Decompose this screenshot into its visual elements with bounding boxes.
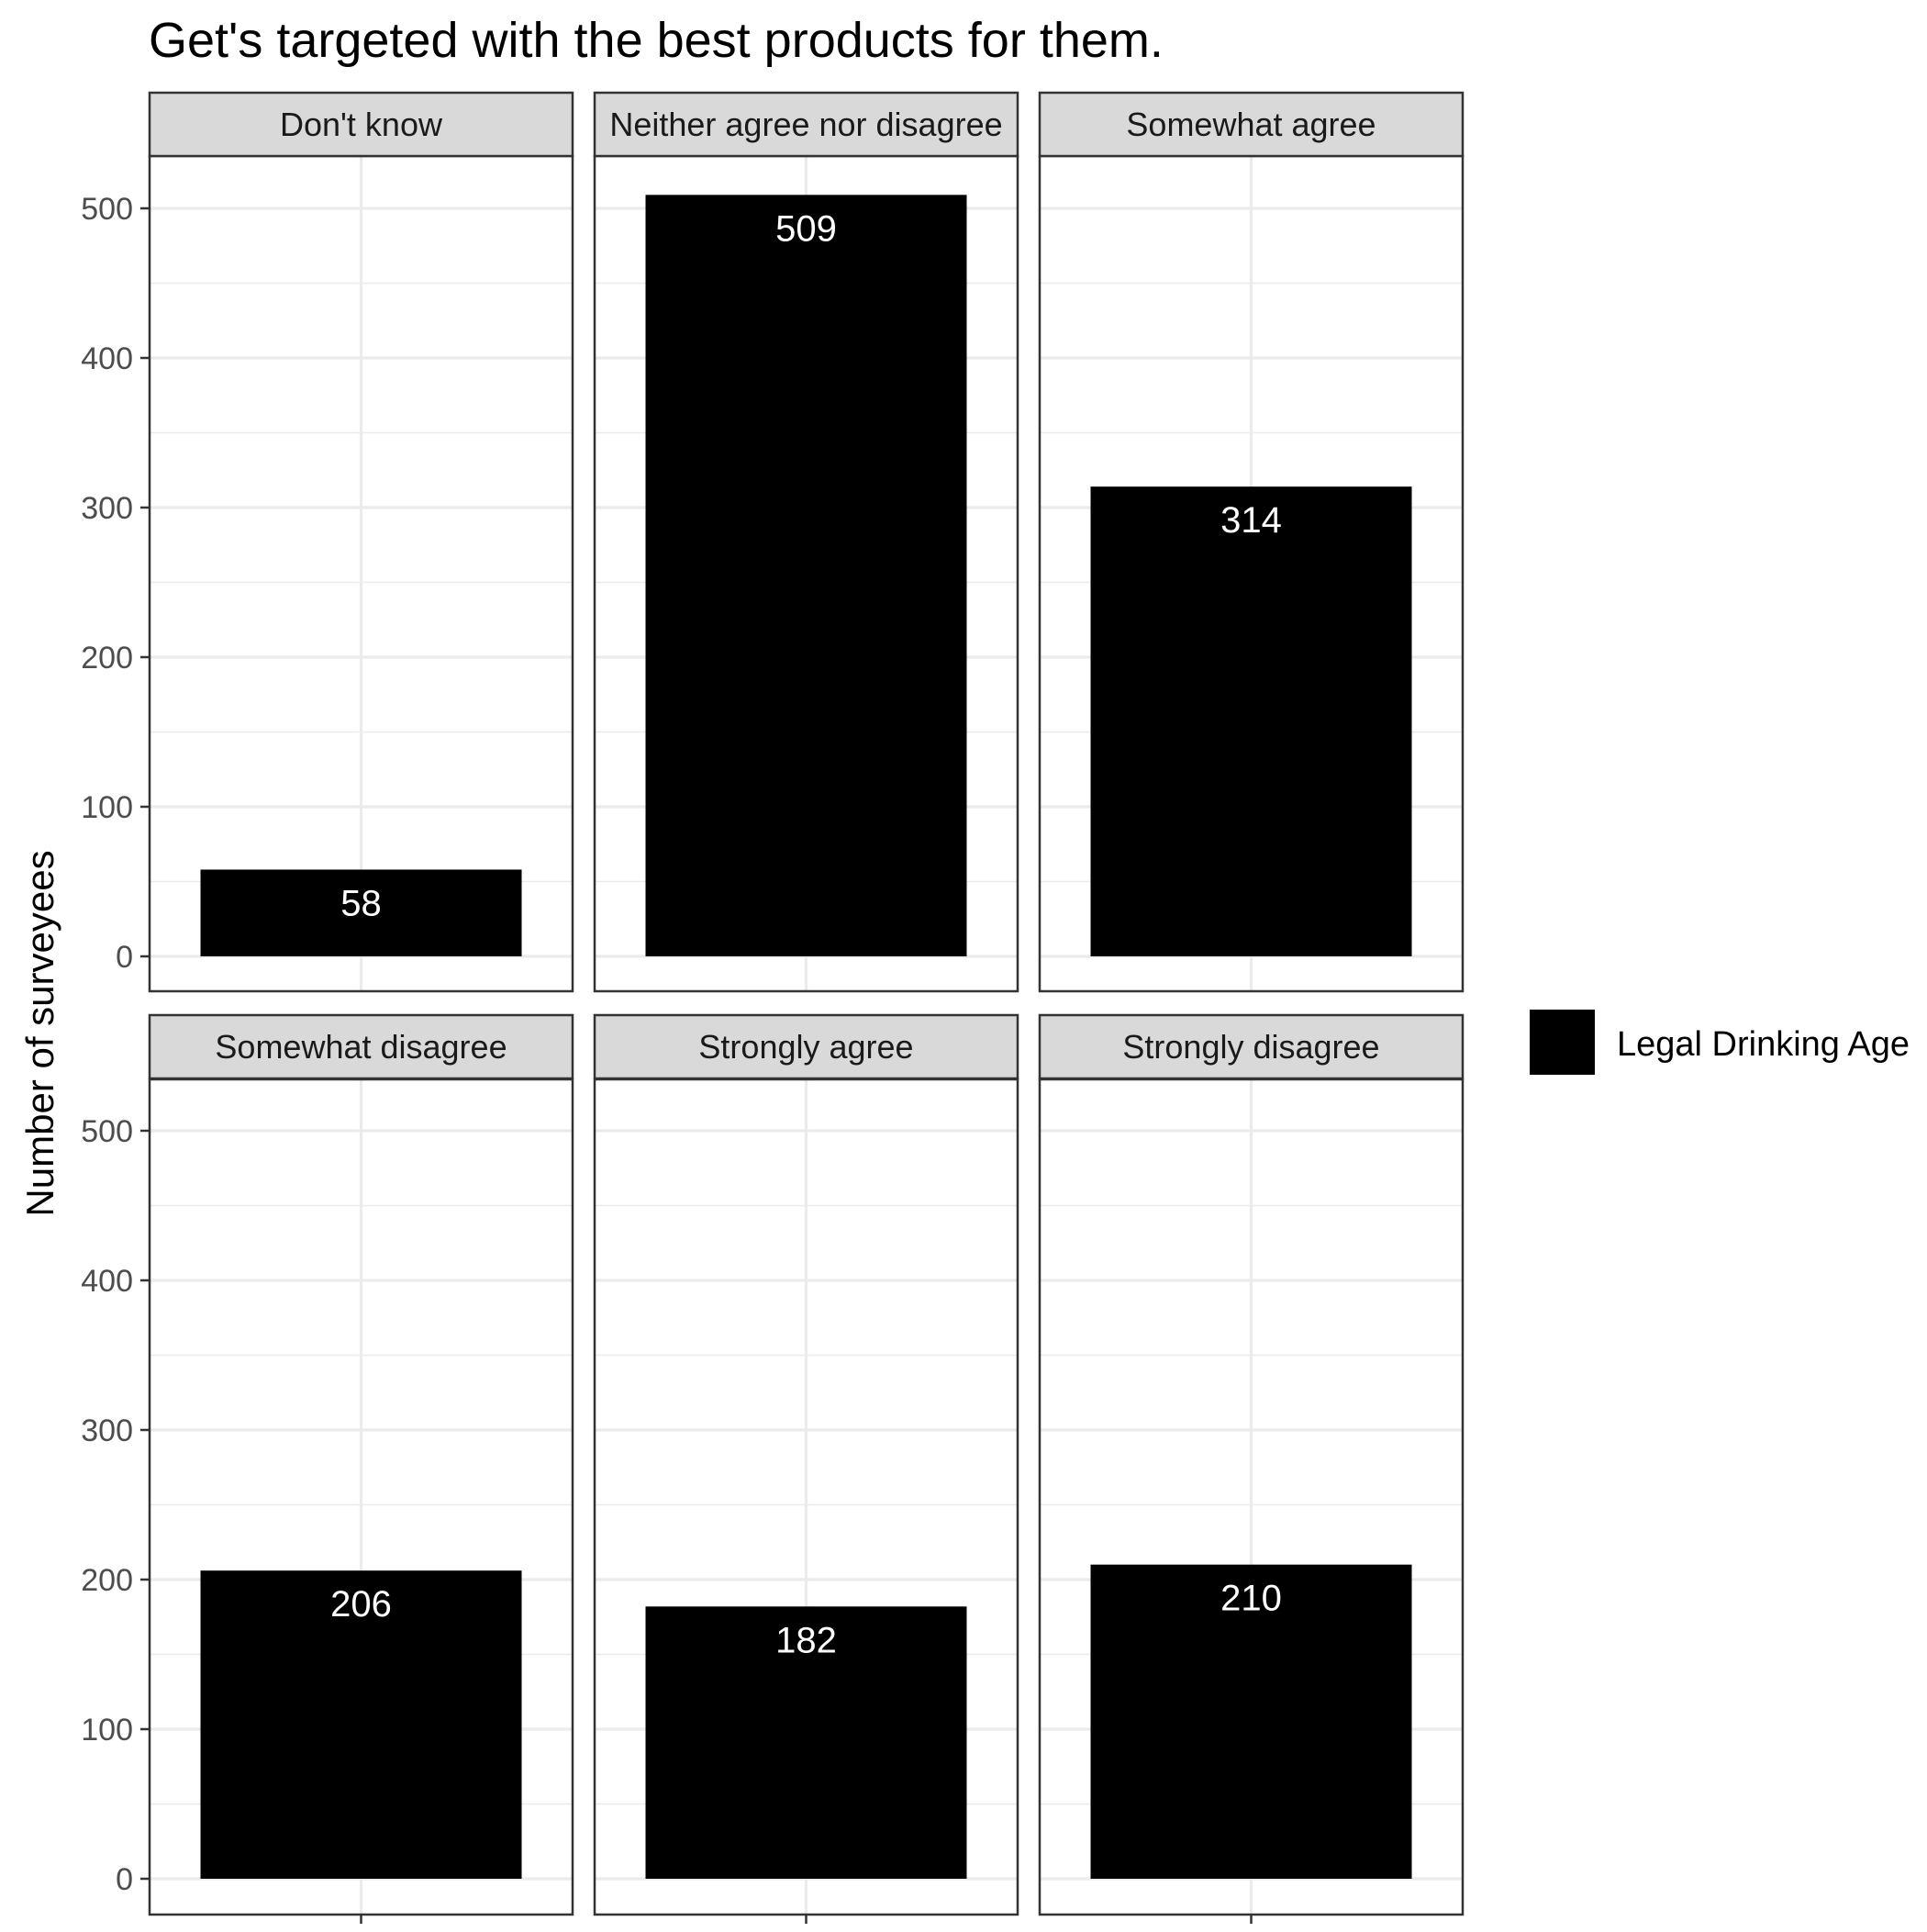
y-tick-label: 0 — [116, 1862, 133, 1897]
y-tick-label: 200 — [81, 1563, 133, 1598]
y-tick-label: 200 — [81, 641, 133, 676]
y-tick-label: 400 — [81, 341, 133, 376]
facet-strip-label: Somewhat agree — [1126, 106, 1376, 143]
facet-panel: 314 Somewhat agree — [1038, 91, 1465, 993]
facet-panel: 210 Strongly disagree — [1038, 1013, 1465, 1924]
y-tick-label: 0 — [116, 940, 133, 975]
y-tick-label: 300 — [81, 1413, 133, 1448]
bar-data-label: 210 — [1220, 1579, 1282, 1619]
bar — [1090, 1564, 1412, 1879]
y-tick-label: 300 — [81, 491, 133, 526]
y-tick-label: 100 — [81, 790, 133, 825]
y-tick-label: 500 — [81, 192, 133, 227]
facet-strip-label: Strongly agree — [698, 1028, 913, 1066]
facet-panel: 206 Somewhat disagree 0 100 200 300 400 500 — [81, 1013, 574, 1924]
bar-data-label: 509 — [775, 208, 837, 249]
facet-strip-label: Somewhat disagree — [215, 1028, 507, 1066]
bar — [200, 1570, 522, 1879]
facet-strip — [593, 91, 1019, 158]
facet-panel: 182 Strongly agree — [593, 1013, 1019, 1924]
bar-data-label: 182 — [775, 1620, 837, 1660]
facet-strip-label: Don't know — [280, 106, 443, 143]
y-tick-label: 100 — [81, 1713, 133, 1748]
legend-label: Legal Drinking Age — [1617, 1025, 1910, 1064]
bar — [1090, 486, 1412, 956]
facet-panels: 58 Don't know 0 100 200 300 400 500 509 Neither a… — [81, 91, 1465, 1924]
y-tick-label: 500 — [81, 1114, 133, 1149]
facet-strip — [148, 91, 574, 158]
y-axis-label: Number of surveyees — [18, 850, 61, 1216]
facet-panel: 58 Don't know 0 100 200 300 400 500 — [81, 91, 574, 993]
legend: Legal Drinking Age — [1530, 1010, 1910, 1075]
facet-strip — [1038, 1013, 1465, 1080]
legend-key — [1530, 1010, 1595, 1075]
bar-data-label: 58 — [340, 883, 382, 923]
chart-title: Get's targeted with the best products fo… — [149, 13, 1164, 68]
facet-strip-label: Neither agree nor disagree — [609, 106, 1002, 143]
bar — [645, 1606, 967, 1879]
bar-data-label: 206 — [330, 1584, 392, 1625]
bar — [200, 869, 522, 956]
bar — [645, 195, 967, 956]
facet-strip-label: Strongly disagree — [1122, 1028, 1379, 1066]
facet-panel: 509 Neither agree nor disagree — [593, 91, 1019, 993]
facet-strip — [1038, 91, 1465, 158]
facet-strip — [593, 1013, 1019, 1080]
y-tick-label: 400 — [81, 1264, 133, 1299]
bar-data-label: 314 — [1220, 500, 1282, 541]
facet-strip — [148, 1013, 574, 1080]
